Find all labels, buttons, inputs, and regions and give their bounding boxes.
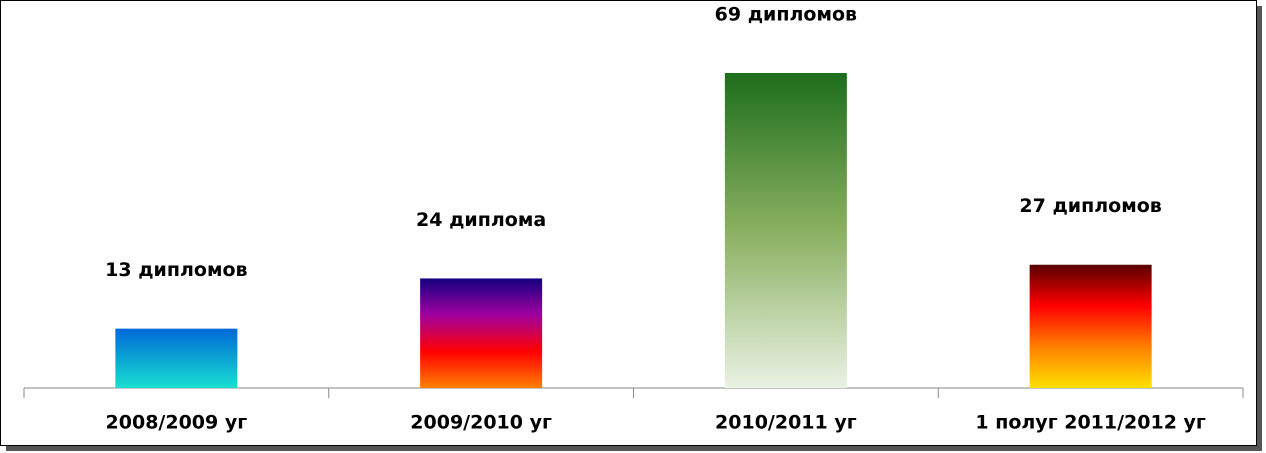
- data-label: 24 диплома: [416, 209, 546, 231]
- bar: [1029, 264, 1152, 388]
- bar: [724, 73, 847, 388]
- data-label: 13 дипломов: [105, 259, 247, 281]
- bar: [115, 328, 238, 388]
- data-label: 27 дипломов: [1019, 195, 1161, 217]
- x-tick-label: 2008/2009 уг: [106, 412, 248, 434]
- x-tick-label: 1 полуг 2011/2012 уг: [975, 412, 1206, 434]
- x-tick-label: 2010/2011 уг: [715, 412, 857, 434]
- data-label: 69 дипломов: [715, 4, 857, 26]
- x-tick-label: 2009/2010 уг: [410, 412, 552, 434]
- bar: [420, 278, 543, 388]
